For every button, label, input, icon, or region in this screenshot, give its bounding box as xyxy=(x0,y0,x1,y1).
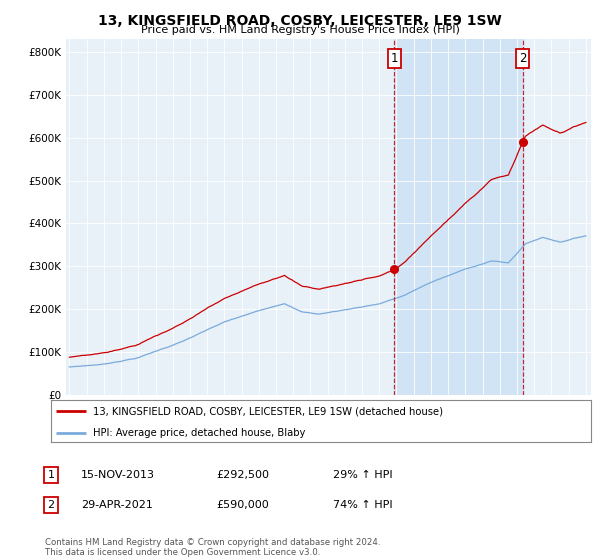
Text: 29% ↑ HPI: 29% ↑ HPI xyxy=(333,470,392,480)
Text: 13, KINGSFIELD ROAD, COSBY, LEICESTER, LE9 1SW (detached house): 13, KINGSFIELD ROAD, COSBY, LEICESTER, L… xyxy=(93,407,443,416)
Text: 29-APR-2021: 29-APR-2021 xyxy=(81,500,153,510)
Text: 1: 1 xyxy=(391,52,398,64)
Text: 2: 2 xyxy=(519,52,526,64)
Text: 15-NOV-2013: 15-NOV-2013 xyxy=(81,470,155,480)
Text: Contains HM Land Registry data © Crown copyright and database right 2024.
This d: Contains HM Land Registry data © Crown c… xyxy=(45,538,380,557)
Text: 2: 2 xyxy=(47,500,55,510)
Bar xyxy=(394,39,523,395)
Text: £292,500: £292,500 xyxy=(216,470,269,480)
Text: £590,000: £590,000 xyxy=(216,500,269,510)
Text: 74% ↑ HPI: 74% ↑ HPI xyxy=(333,500,392,510)
Text: HPI: Average price, detached house, Blaby: HPI: Average price, detached house, Blab… xyxy=(93,428,305,438)
Text: Price paid vs. HM Land Registry's House Price Index (HPI): Price paid vs. HM Land Registry's House … xyxy=(140,25,460,35)
Text: 13, KINGSFIELD ROAD, COSBY, LEICESTER, LE9 1SW: 13, KINGSFIELD ROAD, COSBY, LEICESTER, L… xyxy=(98,14,502,28)
Text: 1: 1 xyxy=(47,470,55,480)
